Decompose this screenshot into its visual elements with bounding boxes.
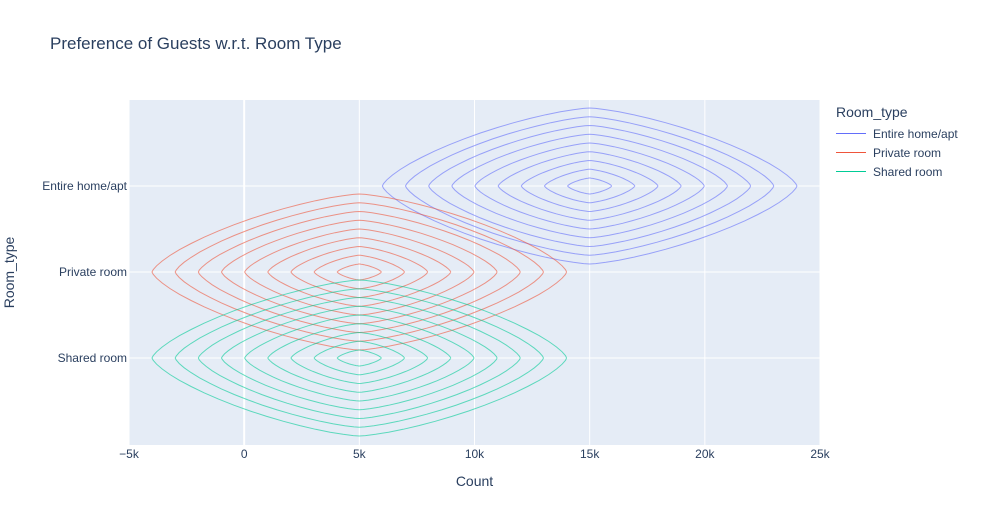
legend-label: Entire home/apt [873, 126, 958, 141]
contour-line [313, 340, 405, 376]
contour-line [174, 288, 544, 428]
contour-line [244, 228, 475, 316]
contour-line [290, 245, 429, 299]
legend: Room_type Entire home/apt Private room S… [836, 104, 958, 181]
contour-line [151, 279, 568, 437]
x-tick-label: 0 [241, 447, 248, 461]
legend-label: Shared room [873, 164, 943, 179]
contour-line [174, 202, 544, 342]
contour-series [151, 279, 568, 437]
legend-swatch [836, 133, 866, 134]
x-axis-title: Count [456, 473, 493, 489]
contour-line [197, 296, 521, 420]
contour-line [474, 142, 705, 230]
legend-label: Private room [873, 145, 942, 160]
legend-swatch [836, 171, 866, 172]
legend-title: Room_type [836, 104, 908, 120]
contour-lines [151, 107, 798, 437]
contour-line [520, 159, 659, 213]
x-tick-label: 25k [810, 447, 830, 461]
x-tick-label: 5k [353, 447, 367, 461]
contour-line [404, 116, 775, 256]
contour-line [244, 314, 475, 402]
chart-title: Preference of Guests w.r.t. Room Type [50, 34, 342, 53]
contour-line [543, 168, 636, 204]
legend-item-private-room[interactable]: Private room [836, 143, 958, 162]
legend-swatch [836, 152, 866, 153]
contour-line [220, 305, 498, 411]
x-tick-label: 15k [580, 447, 600, 461]
contour-line [197, 210, 521, 334]
contour-line [428, 124, 752, 248]
y-tick-label: Private room [59, 265, 127, 279]
y-tick-label: Entire home/apt [42, 179, 127, 193]
x-tick-label: 10k [465, 447, 485, 461]
contour-series [381, 107, 798, 265]
y-axis-title: Room_type [1, 236, 17, 308]
x-tick-label: −5k [119, 447, 140, 461]
contour-line [313, 254, 405, 290]
contour-line [336, 349, 382, 367]
x-axis-ticks: −5k 0 5k 10k 15k 20k 25k [119, 447, 831, 461]
legend-item-shared-room[interactable]: Shared room [836, 162, 958, 181]
contour-line [497, 151, 682, 221]
x-tick-label: 20k [695, 447, 715, 461]
contour-line [220, 219, 498, 325]
contour-line [151, 193, 568, 351]
contour-line [267, 323, 452, 393]
contour-line [567, 177, 613, 195]
legend-item-entire-home[interactable]: Entire home/apt [836, 124, 958, 143]
y-tick-label: Shared room [58, 351, 127, 365]
y-axis-ticks: Entire home/apt Private room Shared room [42, 179, 127, 365]
contour-line [290, 331, 429, 385]
contour-line [267, 237, 452, 307]
contour-line [336, 263, 382, 281]
contour-line [381, 107, 798, 265]
contour-line [451, 133, 728, 239]
contour-series [151, 193, 568, 351]
